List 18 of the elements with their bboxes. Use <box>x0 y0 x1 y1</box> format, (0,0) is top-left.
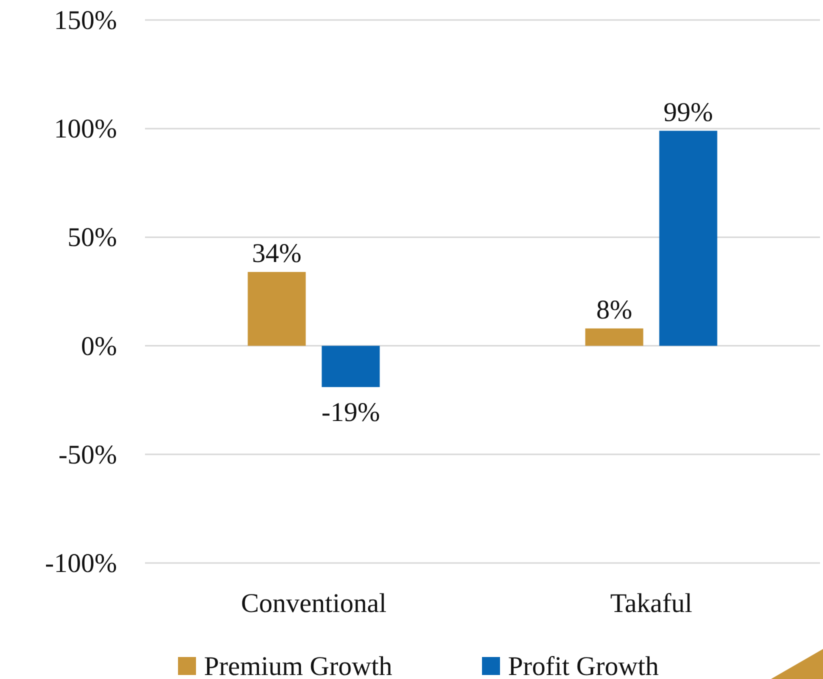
bar <box>322 346 380 388</box>
y-tick-label: 50% <box>68 222 117 252</box>
y-tick-label: 150% <box>54 5 117 35</box>
y-tick-label: 0% <box>81 330 117 361</box>
legend-label: Profit Growth <box>508 651 660 679</box>
x-tick-label: Takaful <box>610 588 692 618</box>
text: 8% <box>596 294 632 324</box>
text: -19% <box>322 397 380 428</box>
y-tick-label: 100% <box>54 114 117 144</box>
y-tick-label: -50% <box>58 439 117 470</box>
bar <box>659 130 718 346</box>
text: 99% <box>664 96 713 127</box>
legend-label: Premium Growth <box>204 651 393 679</box>
bar <box>585 328 644 346</box>
x-tick-label: Conventional <box>241 588 386 618</box>
y-tick-label: -100% <box>45 548 117 578</box>
bar <box>248 272 306 346</box>
text: 34% <box>252 238 302 268</box>
